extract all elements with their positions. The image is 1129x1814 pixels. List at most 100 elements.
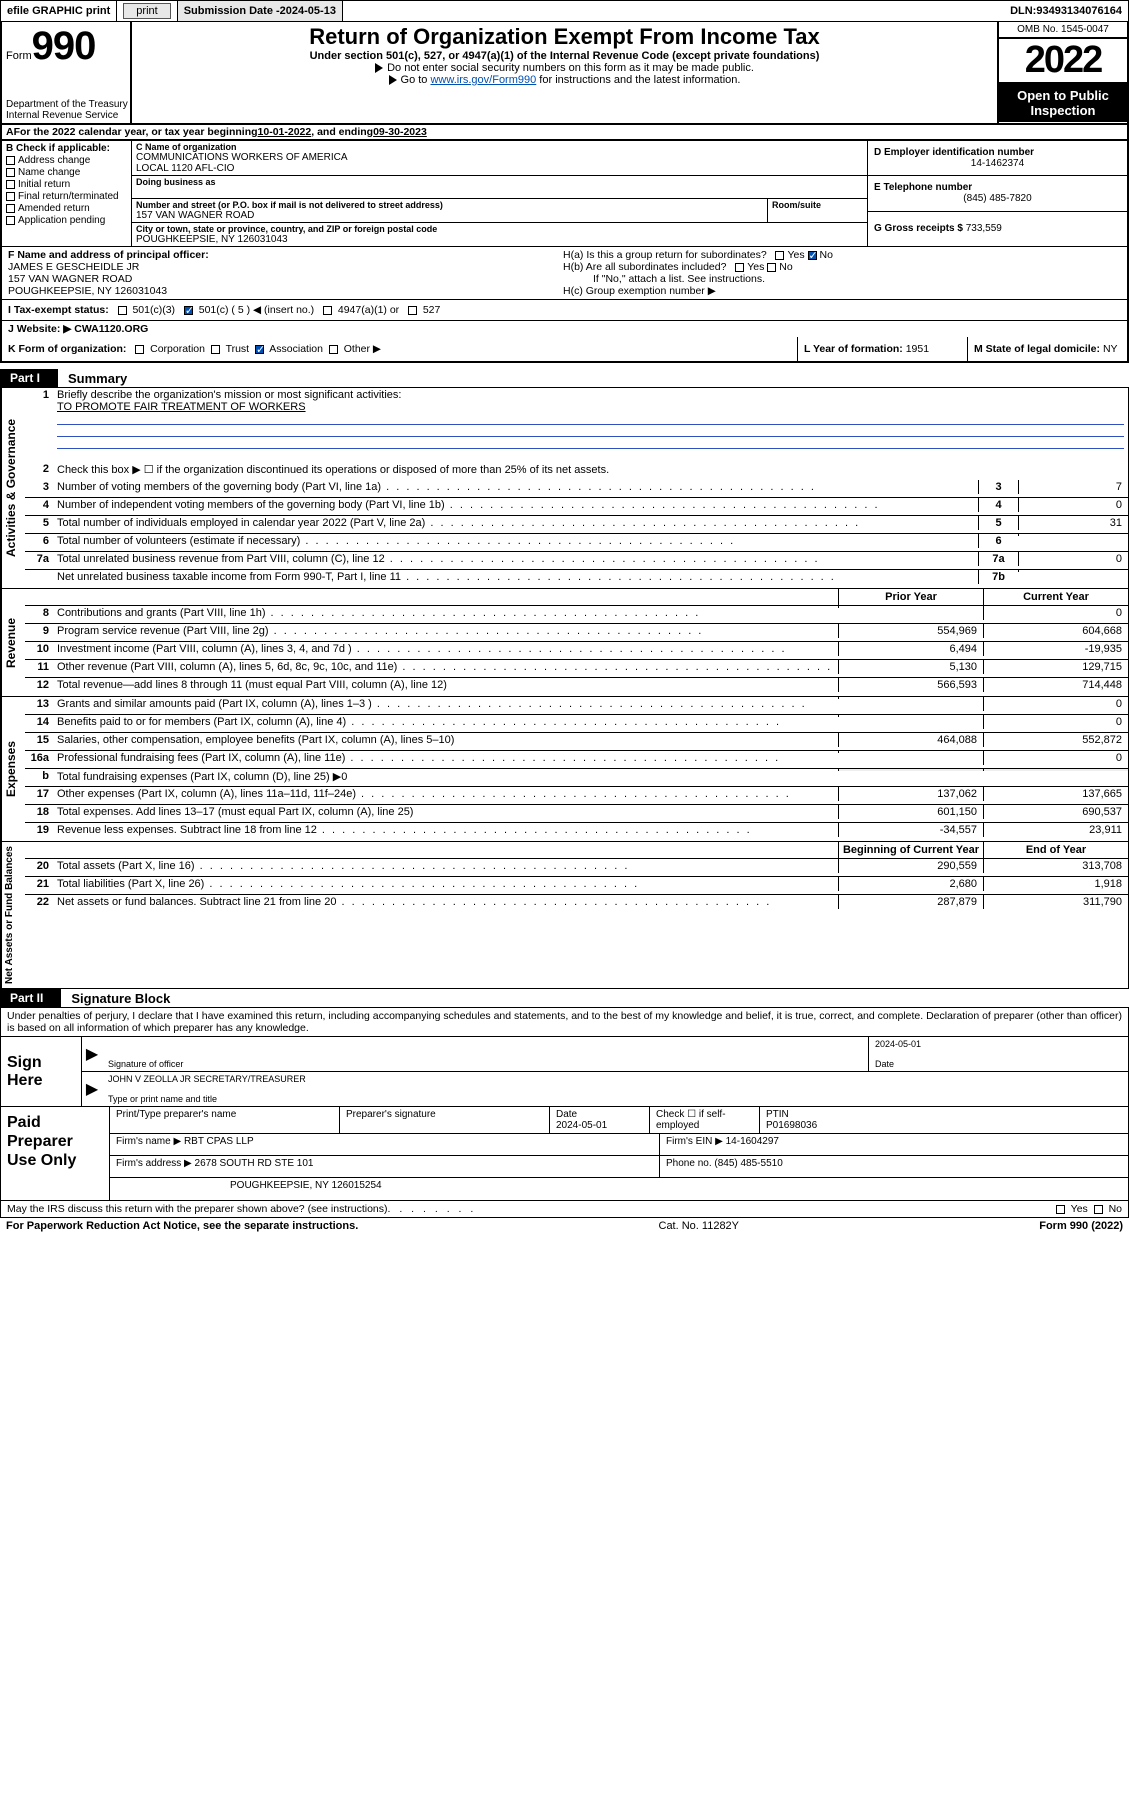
chk-address-change[interactable]: Address change xyxy=(6,155,127,166)
eoy-hdr: End of Year xyxy=(983,842,1128,858)
dept-label: Department of the Treasury Internal Reve… xyxy=(6,99,128,121)
q3: Number of voting members of the governin… xyxy=(53,480,978,494)
street: 157 VAN WAGNER ROAD xyxy=(136,210,763,221)
prep-name: Print/Type preparer's name xyxy=(110,1107,340,1133)
prep-sig: Preparer's signature xyxy=(340,1107,550,1133)
v7b xyxy=(1018,570,1128,572)
tax-year: 2022 xyxy=(999,39,1127,84)
summary-expenses: Expenses 13Grants and similar amounts pa… xyxy=(0,697,1129,842)
paperwork-notice: For Paperwork Reduction Act Notice, see … xyxy=(6,1220,358,1232)
chk-final-return[interactable]: Final return/terminated xyxy=(6,191,127,202)
ha-no[interactable] xyxy=(808,251,817,260)
ha-yes[interactable] xyxy=(775,251,784,260)
firm-addr: Firm's address ▶ 2678 SOUTH RD STE 101 xyxy=(110,1156,660,1177)
r13: Grants and similar amounts paid (Part IX… xyxy=(53,697,838,711)
row-m-domicile: M State of legal domicile: NY xyxy=(967,337,1127,361)
chk-trust[interactable] xyxy=(211,345,220,354)
q1: Briefly describe the organization's miss… xyxy=(53,388,1128,462)
part2-title: Signature Block xyxy=(61,991,170,1006)
r15: Salaries, other compensation, employee b… xyxy=(53,733,838,747)
header-left: Form990 Department of the Treasury Inter… xyxy=(2,22,132,123)
section-c: C Name of organization COMMUNICATIONS WO… xyxy=(132,141,867,246)
street-label: Number and street (or P.O. box if mail i… xyxy=(136,200,763,210)
form-subtitle: Under section 501(c), 527, or 4947(a)(1)… xyxy=(138,50,991,62)
org-name-label: C Name of organization xyxy=(136,142,863,152)
irs-discuss: May the IRS discuss this return with the… xyxy=(1,1200,1128,1217)
dba-label: Doing business as xyxy=(136,177,863,187)
q4: Number of independent voting members of … xyxy=(53,498,978,512)
suite-label: Room/suite xyxy=(772,200,863,210)
chk-527[interactable] xyxy=(408,306,417,315)
form-note1: Do not enter social security numbers on … xyxy=(138,62,991,74)
chk-other[interactable] xyxy=(329,345,338,354)
h-c: H(c) Group exemption number ▶ xyxy=(563,285,1121,297)
h-b: H(b) Are all subordinates included? Yes … xyxy=(563,261,1121,273)
irs-link[interactable]: www.irs.gov/Form990 xyxy=(430,74,536,86)
chk-corp[interactable] xyxy=(135,345,144,354)
section-d: D Employer identification number14-14623… xyxy=(867,141,1127,246)
efile-label: efile GRAPHIC print xyxy=(1,1,117,21)
omb-number: OMB No. 1545-0047 xyxy=(999,22,1127,39)
v4: 0 xyxy=(1018,498,1128,512)
mission: TO PROMOTE FAIR TREATMENT OF WORKERS xyxy=(57,401,306,413)
triangle-icon xyxy=(389,75,397,85)
hb-yes[interactable] xyxy=(735,263,744,272)
v6 xyxy=(1018,534,1128,536)
ein-label: D Employer identification number xyxy=(874,147,1121,158)
print-button[interactable]: print xyxy=(123,3,170,19)
v7a: 0 xyxy=(1018,552,1128,566)
part1-title: Summary xyxy=(58,371,127,386)
org-name: COMMUNICATIONS WORKERS OF AMERICA LOCAL … xyxy=(136,152,863,174)
print-button-cell: print xyxy=(117,1,177,21)
irs-yes[interactable] xyxy=(1056,1205,1065,1214)
phone: (845) 485-7820 xyxy=(874,193,1121,204)
gross-receipts: G Gross receipts $ 733,559 xyxy=(874,223,1121,234)
paid-preparer-label: Paid Preparer Use Only xyxy=(1,1107,109,1200)
triangle-icon xyxy=(375,63,383,73)
firm-name: Firm's name ▶ RBT CPAS LLP xyxy=(110,1134,660,1155)
prior-year-hdr: Prior Year xyxy=(838,589,983,605)
form-ref: Form 990 (2022) xyxy=(1039,1220,1123,1232)
side-expenses: Expenses xyxy=(1,697,25,841)
r22: Net assets or fund balances. Subtract li… xyxy=(53,895,838,909)
form-number: 990 xyxy=(32,24,96,68)
q5: Total number of individuals employed in … xyxy=(53,516,978,530)
header-right: OMB No. 1545-0047 2022 Open to Public In… xyxy=(997,22,1127,123)
r16b: Total fundraising expenses (Part IX, col… xyxy=(53,769,838,784)
chk-501c3[interactable] xyxy=(118,306,127,315)
chk-amended[interactable]: Amended return xyxy=(6,203,127,214)
hb-no[interactable] xyxy=(767,263,776,272)
section-h: H(a) Is this a group return for subordin… xyxy=(557,247,1127,299)
cat-no: Cat. No. 11282Y xyxy=(659,1220,740,1232)
q7b: Net unrelated business taxable income fr… xyxy=(53,570,978,584)
submission-date: Submission Date - 2024-05-13 xyxy=(178,1,343,21)
form-note2: Go to www.irs.gov/Form990 for instructio… xyxy=(138,74,991,86)
sig-declaration: Under penalties of perjury, I declare th… xyxy=(1,1008,1128,1036)
prep-ptin: PTINP01698036 xyxy=(760,1107,1128,1133)
part2-header: Part II Signature Block xyxy=(0,989,1129,1008)
boy-hdr: Beginning of Current Year xyxy=(838,842,983,858)
part2-tab: Part II xyxy=(0,989,61,1007)
row-fh: F Name and address of principal officer:… xyxy=(0,246,1129,300)
h-a: H(a) Is this a group return for subordin… xyxy=(563,249,1121,261)
r9: Program service revenue (Part VIII, line… xyxy=(53,624,838,638)
chk-501c[interactable] xyxy=(184,306,193,315)
prep-date: Date2024-05-01 xyxy=(550,1107,650,1133)
irs-no[interactable] xyxy=(1094,1205,1103,1214)
r18: Total expenses. Add lines 13–17 (must eq… xyxy=(53,805,838,819)
part1-header: Part I Summary xyxy=(0,369,1129,388)
section-bcd: B Check if applicable: Address change Na… xyxy=(0,141,1129,246)
r17: Other expenses (Part IX, column (A), lin… xyxy=(53,787,838,801)
page-footer: For Paperwork Reduction Act Notice, see … xyxy=(0,1218,1129,1234)
open-to-public: Open to Public Inspection xyxy=(999,84,1127,122)
chk-4947[interactable] xyxy=(323,306,332,315)
chk-name-change[interactable]: Name change xyxy=(6,167,127,178)
row-i-tax-status: I Tax-exempt status: 501(c)(3) 501(c) ( … xyxy=(2,300,840,320)
chk-initial-return[interactable]: Initial return xyxy=(6,179,127,190)
chk-assoc[interactable] xyxy=(255,345,264,354)
form-header: Form990 Department of the Treasury Inter… xyxy=(0,22,1129,125)
side-activities: Activities & Governance xyxy=(1,388,25,588)
chk-application-pending[interactable]: Application pending xyxy=(6,215,127,226)
arrow-icon: ▶ xyxy=(82,1037,102,1071)
sig-date: 2024-05-01Date xyxy=(868,1037,1128,1071)
